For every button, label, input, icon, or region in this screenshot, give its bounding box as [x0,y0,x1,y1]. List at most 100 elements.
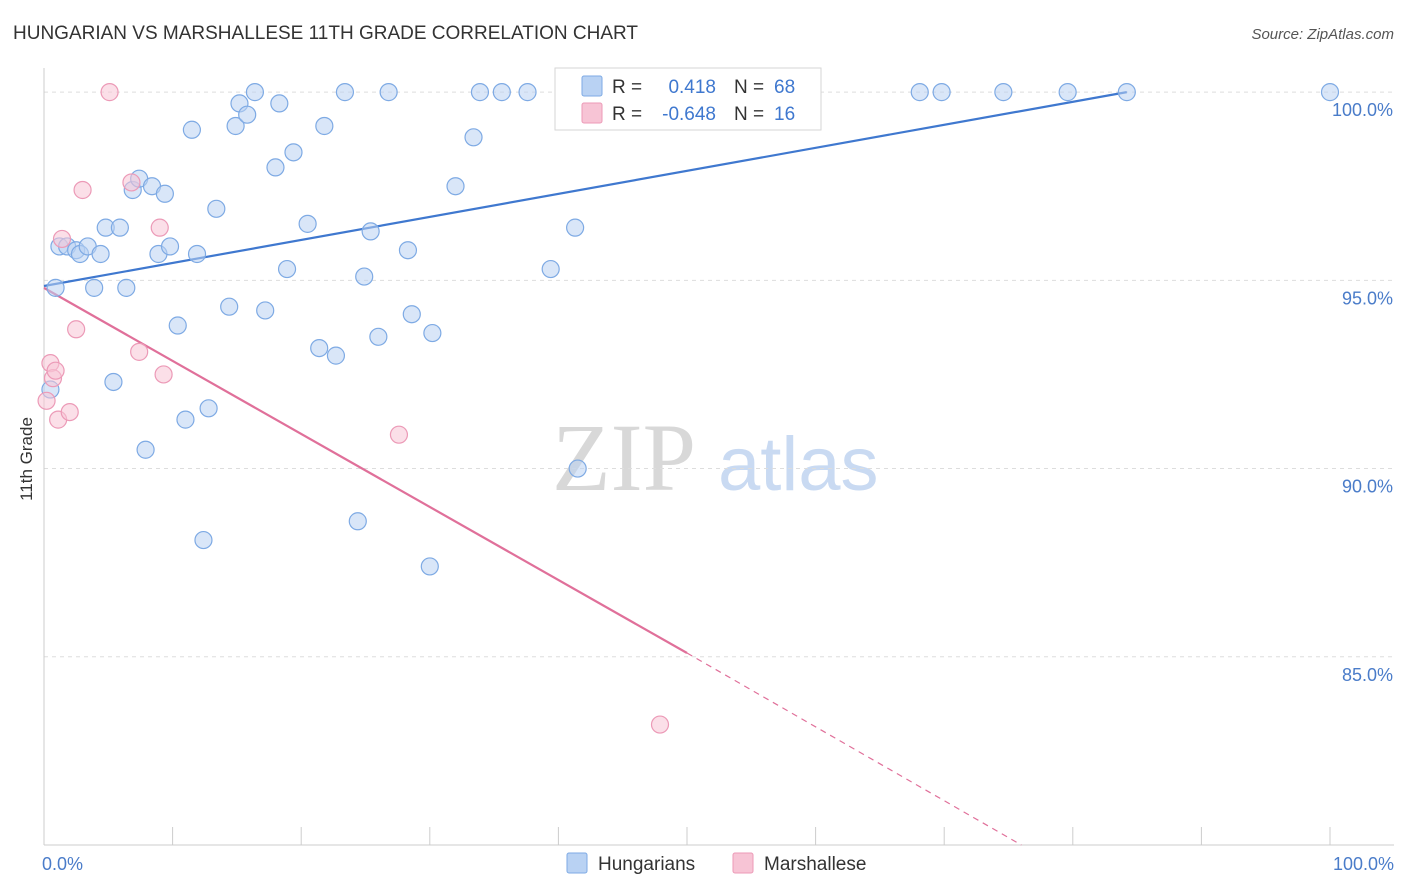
point-hungarians [85,278,104,297]
point-hungarians [541,259,560,279]
point-hungarians [182,120,201,139]
point-hungarians [168,316,187,335]
point-hungarians [446,177,465,196]
point-hungarians [226,116,245,136]
point-hungarians [470,83,490,102]
point-marshallese [130,342,149,361]
point-hungarians [136,440,155,459]
point-hungarians [220,297,239,316]
y-tick-label: 100.0% [1332,100,1393,120]
legend-n-value-hungarians: 68 [774,77,795,98]
legend-r-label: R = [612,104,642,125]
point-hungarians [207,199,226,218]
series-legend: Hungarians Marshallese [566,852,866,875]
point-hungarians [492,83,511,102]
point-hungarians [1117,83,1136,102]
point-hungarians [1058,83,1077,102]
watermark-atlas: atlas [718,422,879,507]
point-hungarians [1320,83,1340,102]
series-legend-label-marshallese: Marshallese [764,854,866,875]
y-tick-labels: 100.0% 95.0% 90.0% 85.0% [1332,100,1393,685]
y-tick-label: 90.0% [1342,477,1393,497]
x-tick-labels: 0.0% 100.0% [42,854,1394,874]
point-hungarians [326,346,346,365]
point-marshallese [67,320,86,339]
gridlines [44,91,1394,658]
legend-r-value-hungarians: 0.418 [668,77,716,98]
point-hungarians [315,116,334,136]
point-marshallese [650,715,670,734]
point-hungarians [91,244,110,264]
point-marshallese [122,173,141,192]
point-hungarians [238,105,257,124]
point-hungarians [379,83,398,102]
point-marshallese [52,229,72,249]
point-hungarians [420,557,439,576]
trend-line-marshallese [43,286,688,654]
trend-lines [43,91,1128,846]
point-hungarians [110,218,129,237]
series-legend-swatch-hungarians [566,852,588,874]
point-hungarians [994,83,1013,102]
point-hungarians [568,459,587,478]
stats-legend: R = 0.418 N = 68 R = -0.648 N = 16 [554,67,822,131]
legend-r-value-marshallese: -0.648 [662,104,716,125]
point-hungarians [155,184,174,203]
chart-source: Source: ZipAtlas.com [1251,26,1394,43]
point-hungarians [910,83,929,102]
point-hungarians [176,410,195,429]
point-hungarians [355,267,374,286]
point-hungarians [423,323,442,343]
y-tick-label: 85.0% [1342,665,1393,685]
point-hungarians [194,530,213,550]
point-hungarians [298,214,317,233]
point-hungarians [104,372,123,392]
point-marshallese [37,391,56,410]
x-tick-label: 0.0% [42,854,83,874]
point-marshallese [73,180,92,200]
point-hungarians [266,158,285,177]
legend-swatch-hungarians [581,75,603,97]
series-legend-swatch-marshallese [732,852,754,874]
point-hungarians [256,301,275,320]
point-marshallese [60,402,79,422]
point-hungarians [310,338,329,358]
legend-r-label: R = [612,77,642,98]
point-hungarians [335,83,355,102]
point-marshallese [389,425,409,444]
x-tick-label: 100.0% [1333,854,1394,874]
legend-n-value-marshallese: 16 [774,104,795,125]
point-hungarians [160,237,180,256]
point-hungarians [46,278,65,297]
point-hungarians [117,278,136,297]
legend-swatch-marshallese [581,102,603,124]
legend-n-label: N = [734,104,764,125]
point-hungarians [932,83,951,102]
chart-title: HUNGARIAN VS MARSHALLESE 11TH GRADE CORR… [13,23,638,44]
point-hungarians [361,222,380,241]
point-hungarians [187,244,207,264]
trend-line-marshallese-extension [686,652,1022,846]
series-legend-label-hungarians: Hungarians [598,854,695,875]
point-hungarians [402,305,421,324]
point-hungarians [398,241,418,260]
point-hungarians [348,512,367,531]
point-hungarians [464,128,483,147]
point-marshallese [100,83,119,102]
y-tick-label: 95.0% [1342,288,1393,308]
point-hungarians [284,143,303,162]
watermark-zip: ZIP [552,404,696,511]
point-hungarians [199,399,218,418]
axes [43,68,1394,846]
point-marshallese [46,361,65,380]
point-marshallese [150,218,169,237]
point-hungarians [277,259,297,279]
trend-line-hungarians [43,91,1128,288]
watermark: ZIP atlas [552,404,879,511]
point-marshallese [154,365,173,384]
point-hungarians [566,218,585,237]
point-hungarians [245,83,265,102]
point-hungarians [518,83,537,102]
point-hungarians [270,94,289,113]
